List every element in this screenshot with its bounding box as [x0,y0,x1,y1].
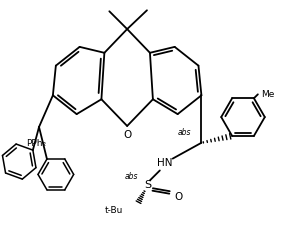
Text: O: O [123,130,131,140]
Text: abs: abs [178,128,191,137]
Text: t-Bu: t-Bu [105,206,123,214]
Text: PPh₂: PPh₂ [26,139,46,148]
Text: Me: Me [261,90,274,99]
Text: abs: abs [124,172,138,181]
Text: S: S [144,180,152,190]
Text: O: O [174,192,183,202]
Text: HN: HN [157,158,172,167]
